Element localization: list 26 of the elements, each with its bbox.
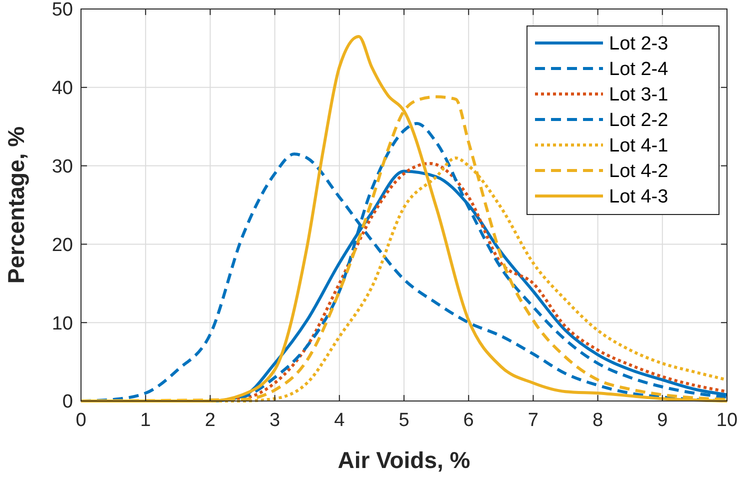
x-tick-label: 3 <box>270 410 280 431</box>
y-tick-label: 20 <box>52 234 73 256</box>
x-tick-label: 1 <box>140 410 151 431</box>
legend-label: Lot 2-3 <box>609 34 668 55</box>
y-tick-label: 50 <box>52 0 73 21</box>
x-tick-label: 6 <box>463 410 474 431</box>
x-tick-label: 0 <box>76 410 86 431</box>
legend-label: Lot 2-4 <box>609 59 669 80</box>
x-tick-label: 8 <box>592 410 604 431</box>
legend-label: Lot 3-1 <box>609 84 668 106</box>
legend-label: Lot 4-3 <box>609 186 668 208</box>
x-axis-title: Air Voids, % <box>338 447 470 473</box>
x-tick-label: 5 <box>398 410 410 431</box>
legend-label: Lot 4-2 <box>609 161 668 182</box>
x-tick-label: 9 <box>657 410 668 431</box>
x-tick-label: 7 <box>528 410 538 431</box>
legend-label: Lot 4-1 <box>609 136 668 157</box>
y-tick-label: 30 <box>52 156 73 178</box>
x-tick-label: 2 <box>204 410 216 431</box>
y-tick-label: 0 <box>62 392 73 413</box>
y-tick-label: 40 <box>52 78 73 100</box>
x-tick-label: 10 <box>716 410 738 431</box>
x-tick-label: 4 <box>334 410 346 431</box>
y-axis-title: Percentage, % <box>3 126 29 284</box>
y-tick-label: 10 <box>52 313 73 334</box>
legend-label: Lot 2-2 <box>609 110 668 132</box>
